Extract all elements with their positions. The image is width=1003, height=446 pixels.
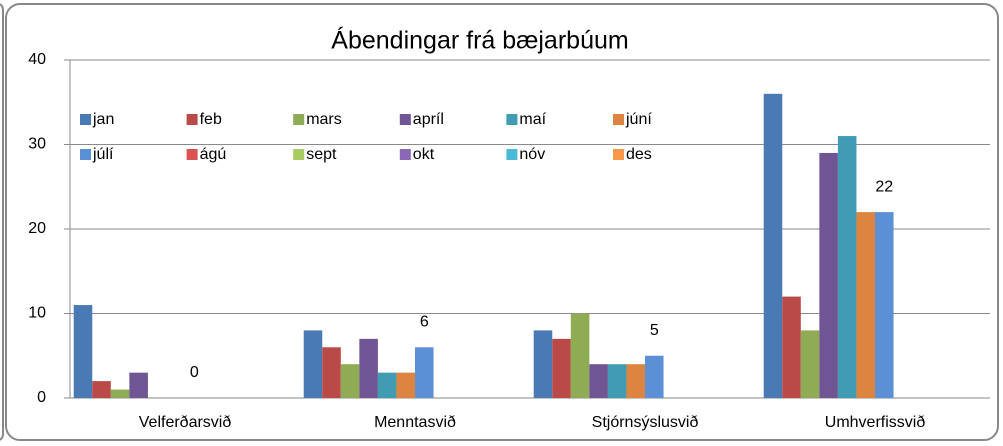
legend-label: maí (519, 111, 546, 128)
legend-label: mars (306, 111, 342, 128)
legend-label: júlí (92, 146, 114, 163)
bar (359, 338, 378, 398)
chart-frame (5, 3, 999, 441)
bar (856, 212, 875, 398)
bar (110, 389, 130, 398)
x-tick-label: Velferðarsvið (139, 414, 232, 431)
y-tick-label: 30 (28, 136, 46, 153)
legend-swatch (80, 149, 91, 160)
bar (875, 212, 894, 398)
bar (303, 330, 323, 398)
y-tick-label: 10 (28, 305, 46, 322)
bar (782, 296, 801, 398)
legend-swatch (186, 114, 198, 125)
bar (533, 330, 553, 398)
bar (763, 93, 783, 399)
data-label: 22 (875, 178, 893, 195)
bar (570, 313, 590, 398)
legend-swatch (186, 149, 198, 160)
legend-swatch (506, 114, 518, 125)
legend-swatch (506, 149, 518, 160)
bar (552, 338, 571, 398)
x-tick-label: Menntasvið (374, 414, 456, 431)
y-tick-label: 0 (37, 389, 46, 406)
bar (837, 136, 857, 399)
legend-label: des (626, 146, 652, 163)
legend-swatch (293, 149, 305, 160)
bar (322, 347, 341, 398)
legend-label: jan (92, 111, 114, 128)
x-tick-label: Stjórnsýslusvið (592, 414, 699, 431)
y-tick-label: 20 (28, 220, 46, 237)
bar (626, 364, 645, 398)
bar (340, 364, 360, 398)
legend-swatch (80, 114, 91, 125)
bar (607, 364, 627, 398)
legend-label: feb (200, 111, 222, 128)
data-label: 5 (650, 322, 659, 339)
legend-swatch (613, 114, 624, 125)
bar (73, 305, 93, 398)
legend-label: okt (413, 146, 435, 163)
legend-label: ágú (200, 146, 227, 163)
chart-title: Ábendingar frá bæjarbúum (331, 26, 628, 55)
y-tick-label: 40 (28, 51, 46, 68)
bar (396, 372, 415, 398)
bar (645, 355, 664, 398)
bar (819, 152, 838, 398)
bar (377, 372, 397, 398)
neighbor-frame (0, 3, 4, 441)
legend-label: apríl (413, 111, 444, 128)
bar (800, 330, 820, 398)
legend-swatch (399, 149, 411, 160)
legend-swatch (613, 149, 624, 160)
legend-label: júní (625, 111, 652, 128)
legend-label: nóv (519, 146, 545, 163)
legend-swatch (293, 114, 305, 125)
x-tick-label: Umhverfissvið (825, 414, 926, 431)
data-label: 0 (190, 364, 199, 381)
bar (92, 381, 111, 398)
data-label: 6 (420, 314, 429, 331)
legend-swatch (399, 114, 411, 125)
bar (415, 347, 434, 398)
legend-label: sept (306, 146, 337, 163)
bar (129, 372, 148, 398)
bar (589, 364, 608, 398)
